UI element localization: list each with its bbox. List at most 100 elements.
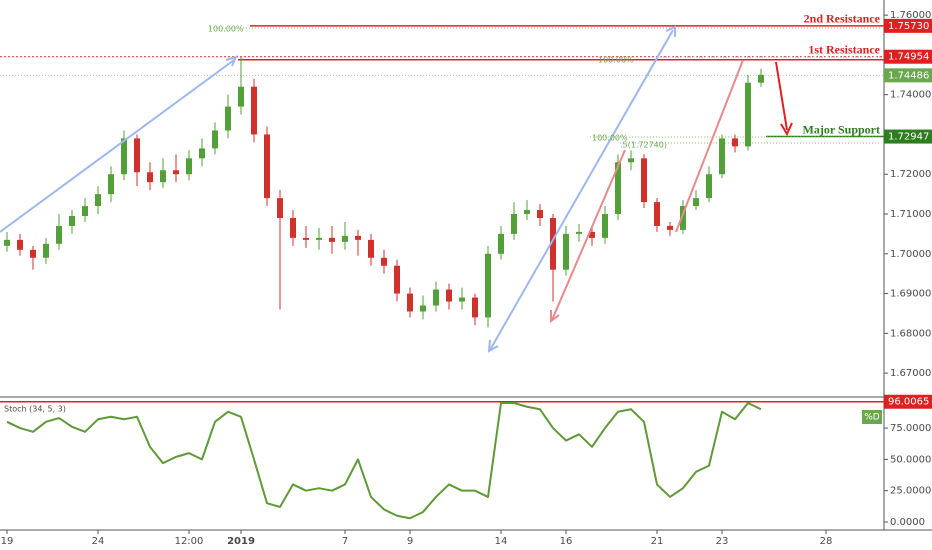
arrow-head	[550, 310, 560, 323]
candle-body	[82, 206, 88, 216]
candle-body	[69, 215, 75, 226]
candle-body	[290, 217, 296, 238]
candle-body	[56, 225, 62, 244]
y-tick-label: 1.69000	[890, 289, 931, 300]
candle-body	[303, 237, 309, 240]
level-name: 1st Resistance	[808, 42, 880, 56]
y-tick-label: 1.76000	[890, 10, 931, 21]
candle-body	[381, 257, 387, 266]
stoch-line	[6, 402, 762, 520]
x-tick-label: 12:00	[175, 536, 204, 547]
arrow-head	[665, 25, 676, 37]
arrow-head	[780, 122, 793, 137]
down-arrow	[775, 61, 788, 131]
candle-body	[186, 158, 192, 175]
level-name: 2nd Resistance	[804, 12, 881, 26]
price-box	[884, 49, 932, 64]
candle-body	[277, 198, 283, 218]
red-arrow	[551, 149, 626, 321]
price-box-label: 1.74486	[888, 70, 929, 81]
candle-body	[17, 239, 23, 250]
candle-body	[511, 214, 517, 234]
candle-body	[355, 235, 361, 240]
y-tick-label: 25.0000	[890, 486, 931, 497]
candle-body	[394, 265, 400, 294]
y-tick-label: 1.68000	[890, 328, 931, 339]
drawings	[0, 25, 793, 353]
candle-body	[121, 138, 127, 175]
price-box-label: 1.72947	[888, 132, 929, 143]
blue-arrow	[0, 59, 235, 233]
red-arrow	[675, 59, 744, 233]
candle-body	[329, 237, 335, 242]
candle-body	[602, 214, 608, 238]
candle-body	[498, 233, 504, 254]
y-tick-label: 1.72000	[890, 169, 931, 180]
candle-body	[745, 82, 751, 147]
candle-body	[524, 210, 530, 215]
candle-body	[420, 305, 426, 312]
candle-body	[316, 237, 322, 240]
candle-body	[654, 202, 660, 226]
arrow-head	[225, 55, 238, 67]
candle-body	[160, 170, 166, 183]
price-box-label: 1.75730	[888, 21, 929, 32]
x-tick-label: 14	[495, 536, 508, 547]
candle-body	[4, 239, 10, 246]
x-tick-label: 16	[560, 536, 573, 547]
level-name: Major Support	[803, 122, 880, 136]
candle-body	[693, 198, 699, 207]
candle-body	[264, 134, 270, 199]
candle-body	[667, 225, 673, 230]
candle-body	[628, 158, 634, 163]
candle-body	[212, 130, 218, 149]
candle-body	[147, 172, 153, 183]
candle-body	[199, 148, 205, 159]
y-tick-label: 1.70000	[890, 249, 931, 260]
candle-body	[706, 174, 712, 199]
x-tick-label: 7	[342, 536, 348, 547]
price-box	[884, 129, 932, 144]
candle-body	[225, 106, 231, 131]
candle-body	[758, 74, 764, 83]
candle-body	[719, 138, 725, 175]
x-tick-label: 24	[92, 536, 105, 547]
legend-label: %D	[864, 413, 880, 423]
candle-body	[433, 289, 439, 306]
candle-body	[680, 206, 686, 230]
blue-arrow	[489, 29, 674, 351]
candle-body	[30, 249, 36, 258]
indicator-name: Stoch (34, 5, 3)	[4, 405, 66, 414]
candle-body	[407, 293, 413, 312]
candle-body	[446, 289, 452, 302]
y-tick-label: 50.0000	[890, 454, 931, 465]
candle-body	[134, 138, 140, 173]
candle-body	[108, 174, 114, 195]
candle-body	[485, 253, 491, 318]
fib-label: 100.00%	[208, 25, 244, 34]
candle-body	[173, 170, 179, 175]
fib-label: .5(1.72740)	[620, 141, 667, 150]
candle-body	[95, 194, 101, 207]
candle-body	[459, 297, 465, 302]
candle-body	[615, 162, 621, 215]
fib-label: 100.00%	[592, 134, 628, 143]
x-tick-label: 19	[1, 536, 14, 547]
candle-body	[550, 217, 556, 270]
candle-body	[641, 158, 647, 203]
x-tick-label: 23	[716, 536, 729, 547]
candle-body	[368, 239, 374, 258]
candle-body	[563, 233, 569, 270]
arrow-head	[487, 339, 499, 353]
y-tick-label: 1.67000	[890, 368, 931, 379]
candle-body	[576, 231, 582, 234]
x-tick-label: 2019	[227, 536, 255, 547]
candle-body	[732, 138, 738, 147]
x-tick-label: 28	[820, 536, 833, 547]
candle-body	[342, 235, 348, 242]
candle-body	[537, 210, 543, 218]
marks: 1.67000 1.68000 1.69000 1.70000 1.71000 1.720…	[0, 10, 932, 547]
candle-body	[238, 86, 244, 107]
